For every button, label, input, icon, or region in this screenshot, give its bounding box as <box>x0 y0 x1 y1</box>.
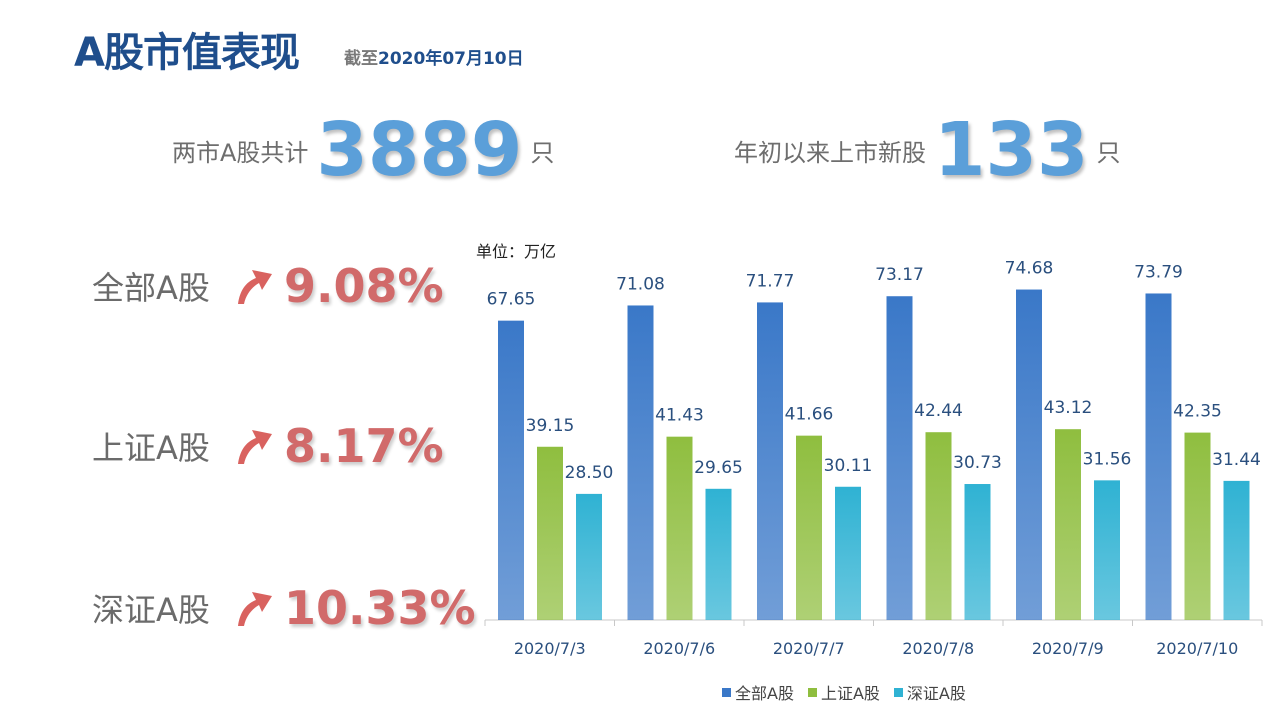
legend-item-sz: 深证A股 <box>893 680 966 704</box>
x-tick-label: 2020/7/8 <box>902 639 974 658</box>
page-title: A股市值表现 <box>74 30 300 76</box>
growth-name: 深证A股 <box>92 591 210 629</box>
data-label: 31.56 <box>1083 449 1132 469</box>
data-label: 30.11 <box>824 456 873 476</box>
legend-label: 全部A股 <box>735 684 794 703</box>
bar-sz <box>1223 480 1250 620</box>
bar-all <box>757 302 783 620</box>
bar-sh <box>925 432 952 620</box>
x-tick-label: 2020/7/3 <box>514 639 586 658</box>
stat-total-stocks: 两市A股共计 3889 只 <box>172 110 554 190</box>
legend-swatch <box>893 687 903 697</box>
growth-value: 10.33% <box>284 581 476 635</box>
bar-all <box>498 320 524 620</box>
legend-swatch <box>722 687 731 697</box>
data-label: 39.15 <box>526 416 575 436</box>
legend-swatch <box>807 687 817 697</box>
data-label: 31.44 <box>1212 450 1261 470</box>
stat-unit: 只 <box>530 138 555 167</box>
legend-label: 深证A股 <box>906 684 966 703</box>
data-label: 41.66 <box>785 405 834 425</box>
stat-label: 两市A股共计 <box>172 138 309 167</box>
growth-all-a: 全部A股 9.08% <box>92 256 444 316</box>
bar-all <box>627 305 654 620</box>
growth-name: 上证A股 <box>92 429 210 467</box>
growth-value: 9.08% <box>284 259 444 313</box>
bar-all <box>1145 293 1172 620</box>
up-arrow-icon <box>238 430 272 464</box>
chart-unit-label: 单位：万亿 <box>476 242 557 261</box>
growth-sh-a: 上证A股 8.17% <box>92 416 444 476</box>
growth-name: 全部A股 <box>92 269 210 307</box>
data-label: 74.68 <box>1005 259 1054 279</box>
as-of-date: 截至2020年07月10日 <box>344 44 524 69</box>
data-label: 73.79 <box>1134 262 1183 282</box>
x-tick-label: 2020/7/6 <box>643 639 715 658</box>
data-label: 42.35 <box>1173 402 1222 422</box>
data-label: 73.17 <box>875 265 924 285</box>
data-label: 71.77 <box>746 271 795 291</box>
bar-sh <box>1055 429 1081 620</box>
bar-sz <box>705 488 732 620</box>
stat-unit: 只 <box>1096 138 1121 167</box>
data-label: 42.44 <box>914 401 963 421</box>
bar-sh <box>537 446 563 620</box>
as-of-date-value: 2020年07月10日 <box>378 49 524 69</box>
x-tick-label: 2020/7/9 <box>1032 639 1104 658</box>
bar-sz <box>835 486 861 620</box>
market-cap-bar-chart: 67.65 39.15 28.50 2020/7/3 71.08 41.43 29.65 20… <box>484 259 1263 658</box>
growth-value: 8.17% <box>284 419 444 473</box>
data-label: 71.08 <box>616 274 665 294</box>
bar-sh <box>796 435 822 620</box>
legend-item-sh: 上证A股 <box>807 680 880 704</box>
stat-value: 3889 <box>316 107 523 193</box>
up-arrow-icon <box>238 592 272 626</box>
data-label: 67.65 <box>487 290 536 310</box>
growth-sz-a: 深证A股 10.33% <box>92 578 476 638</box>
stat-label: 年初以来上市新股 <box>734 138 926 167</box>
data-label: 41.43 <box>655 406 704 426</box>
data-label: 43.12 <box>1044 398 1093 418</box>
chart-legend: 全部A股 上证A股 深证A股 <box>722 680 966 704</box>
up-arrow-icon <box>238 270 272 304</box>
bar-sz <box>1094 480 1120 620</box>
bar-sz <box>576 493 602 620</box>
x-tick-label: 2020/7/7 <box>773 639 845 658</box>
x-tick-label: 2020/7/10 <box>1156 639 1238 658</box>
bar-sh <box>1184 432 1211 620</box>
bar-all <box>886 296 913 620</box>
bar-all <box>1016 289 1042 620</box>
stat-new-listings: 年初以来上市新股 133 只 <box>734 110 1120 190</box>
data-label: 29.65 <box>694 458 743 478</box>
bar-sh <box>666 436 693 620</box>
as-of-prefix: 截至 <box>344 49 378 69</box>
bar-sz <box>964 484 991 620</box>
stat-value: 133 <box>934 107 1089 193</box>
legend-label: 上证A股 <box>820 684 880 703</box>
data-label: 30.73 <box>953 453 1002 473</box>
legend-item-all: 全部A股 <box>722 680 794 704</box>
data-label: 28.50 <box>565 463 614 483</box>
